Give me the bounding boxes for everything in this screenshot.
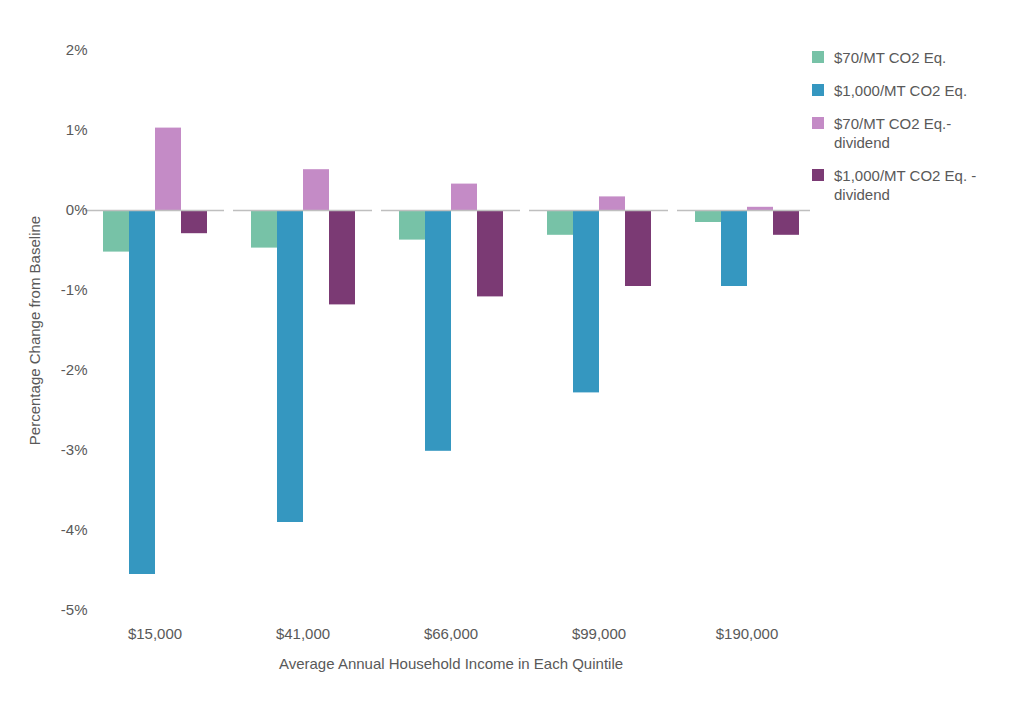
svg-text:$66,000: $66,000	[424, 625, 478, 642]
svg-text:$190,000: $190,000	[716, 625, 779, 642]
svg-text:-5%: -5%	[61, 601, 88, 618]
svg-text:Percentage Change from Baselin: Percentage Change from Baseline	[26, 216, 43, 445]
svg-text:-4%: -4%	[61, 521, 88, 538]
svg-text:-1%: -1%	[61, 281, 88, 298]
html-text:$1,000/MT CO2 Eq. - dividend: $1,000/MT CO2 Eq. - dividend	[834, 167, 977, 203]
html-text:$1,000/MT CO2 Eq.: $1,000/MT CO2 Eq.	[834, 82, 968, 99]
svg-text:$99,000: $99,000	[572, 625, 626, 642]
html-text:$70/MT CO2 Eq.: $70/MT CO2 Eq.	[834, 49, 947, 66]
svg-text:2%: 2%	[66, 41, 88, 58]
svg-text:-2%: -2%	[61, 361, 88, 378]
html-text:$70/MT CO2 Eq.-dividend: $70/MT CO2 Eq.-dividend	[834, 115, 952, 151]
svg-text:$41,000: $41,000	[276, 625, 330, 642]
svg-text:-3%: -3%	[61, 441, 88, 458]
svg-text:$15,000: $15,000	[128, 625, 182, 642]
svg-text:Average Annual Household Incom: Average Annual Household Income in Each …	[279, 655, 623, 672]
svg-text:0%: 0%	[66, 201, 88, 218]
svg-text:1%: 1%	[66, 121, 88, 138]
